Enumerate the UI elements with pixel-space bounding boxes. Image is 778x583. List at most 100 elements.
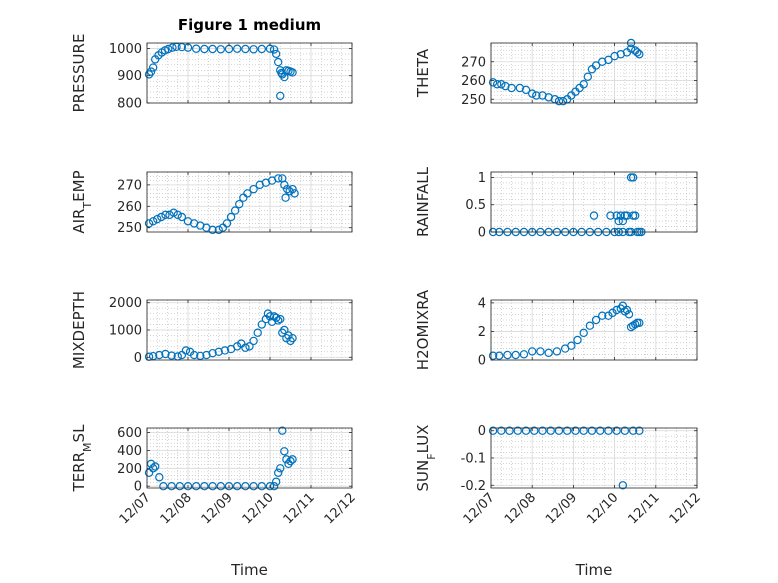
data-point [633, 48, 642, 57]
axes-box [490, 42, 698, 104]
data-point [591, 61, 601, 70]
data-point [635, 50, 644, 59]
data-point [528, 347, 537, 356]
y-axis-label: RAINFALL [414, 166, 432, 237]
data-point [624, 310, 634, 319]
data-point [241, 44, 250, 54]
data-point [513, 426, 522, 435]
data-point [181, 346, 191, 355]
data-point [271, 477, 281, 486]
y-tick-label: 0 [478, 424, 486, 439]
x-axis-label: Time [230, 561, 268, 579]
data-point [257, 482, 266, 491]
x-tick-label: 12/12 [322, 490, 359, 527]
y-tick-label: 400 [117, 444, 142, 459]
data-point [503, 350, 512, 360]
data-point [521, 85, 531, 95]
data-point [169, 208, 178, 217]
data-point [507, 83, 516, 93]
x-tick-label: 12/10 [584, 490, 621, 527]
data-point [265, 482, 275, 491]
data-point [155, 473, 164, 482]
data-point [216, 45, 225, 54]
data-point [232, 482, 242, 491]
data-point [224, 482, 234, 491]
data-point [200, 44, 209, 54]
x-tick-label: 12/12 [667, 490, 704, 527]
x-tick-label: 12/10 [240, 490, 277, 527]
data-point [271, 49, 281, 59]
x-tick-label: 12/09 [199, 490, 236, 527]
data-point [488, 78, 498, 87]
data-point [276, 464, 285, 473]
data-point [563, 426, 572, 435]
y-tick-label: 4 [478, 296, 486, 311]
data-point [265, 312, 275, 321]
data-point [288, 455, 297, 464]
data-point [232, 44, 242, 53]
subplot-3: 250 260 270 AIRTEMP [70, 170, 353, 236]
y-axis-label: TERRMSL [70, 424, 94, 493]
data-point [274, 468, 283, 477]
data-point [288, 184, 297, 194]
data-point [281, 193, 290, 202]
chart-title: Figure 1 medium [178, 16, 321, 34]
data-point [528, 89, 537, 98]
data-point [612, 426, 621, 435]
y-tick-label: 0 [478, 354, 486, 369]
data-point [283, 184, 292, 194]
data-point [606, 211, 615, 220]
x-tick-label: 12/11 [281, 490, 318, 527]
subplot-1: 800 900 1000 PRESSURE Figure 1 medium [70, 16, 353, 113]
data-point [628, 426, 638, 435]
data-point [146, 67, 156, 76]
data-point [579, 80, 588, 89]
data-point [177, 42, 187, 52]
data-point [521, 426, 531, 435]
data-point [618, 481, 628, 490]
data-point [595, 426, 605, 435]
data-point [511, 350, 520, 360]
x-tick-label: 12/11 [626, 490, 663, 527]
data-point [274, 174, 283, 183]
y-axis-label: PRESSURE [70, 34, 88, 113]
data-point [157, 212, 166, 222]
data-point [622, 211, 632, 220]
subplot-7: 0 200 400 600 12/07 12/08 12/09 12/10 12/11 12/12… [70, 424, 359, 579]
data-point [579, 328, 588, 338]
y-tick-label: 900 [117, 69, 142, 84]
data-point [161, 210, 170, 220]
subplot-6: 0 2 4 H2OMIXRA [414, 289, 698, 370]
subplot-4: 0 0.5 1 RAINFALL [414, 166, 698, 241]
subplot-2: 250 260 270 THETA [414, 38, 698, 108]
data-point [177, 350, 187, 360]
y-tick-label: 600 [117, 426, 142, 441]
y-axis-label: SUNFLUX [414, 425, 438, 492]
data-point [546, 426, 555, 435]
data-point [587, 426, 597, 435]
data-point [497, 426, 506, 435]
data-point [604, 426, 613, 435]
y-tick-label: 0 [134, 480, 142, 495]
data-point [488, 351, 498, 360]
y-tick-label: 0.5 [465, 198, 486, 213]
data-point [220, 346, 230, 355]
data-point [554, 96, 564, 106]
y-tick-label: 0 [134, 351, 142, 366]
y-tick-label: 270 [117, 178, 142, 193]
data-point [235, 199, 244, 209]
data-point [191, 44, 201, 53]
y-tick-label: 250 [117, 221, 142, 236]
data-point [492, 80, 502, 89]
x-axis-label: Time [575, 561, 613, 579]
data-point [286, 456, 295, 466]
data-point [274, 316, 283, 325]
data-point [269, 45, 279, 54]
data-point [146, 459, 156, 469]
data-point [196, 351, 205, 361]
data-point [245, 342, 254, 351]
data-point [257, 44, 266, 54]
subplot-8: -0.2 -0.1 0 12/07 12/08 12/09 12/10 12/11 12/12 S… [414, 424, 704, 579]
data-point [243, 189, 252, 198]
